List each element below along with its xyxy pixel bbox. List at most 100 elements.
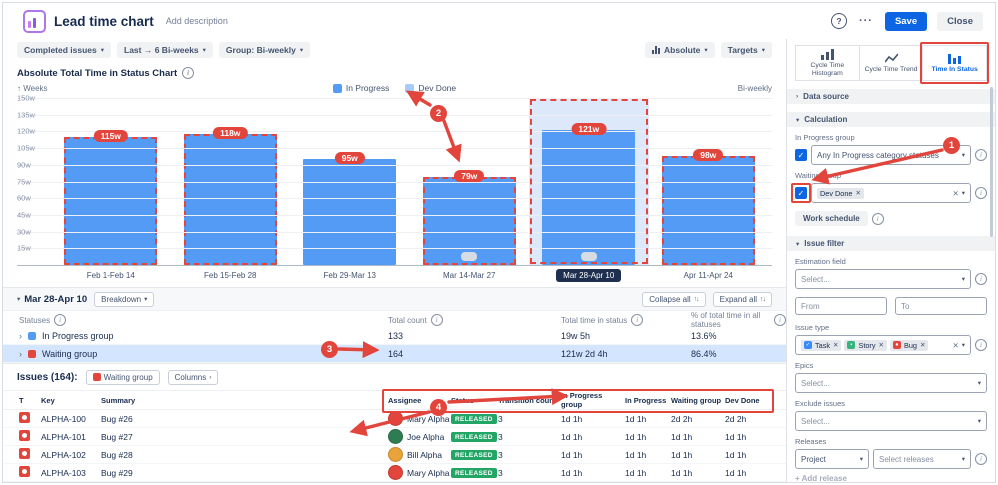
x-axis-category[interactable]: Feb 1-Feb 14 xyxy=(86,271,135,280)
issue-summary[interactable]: Bug #28 xyxy=(101,449,133,460)
remove-icon[interactable]: ✕ xyxy=(919,342,926,349)
add-description-link[interactable]: Add description xyxy=(165,16,228,26)
issue-key[interactable]: ALPHA-101 xyxy=(41,431,86,442)
save-button[interactable]: Save xyxy=(884,11,928,31)
in-progress-bar[interactable]: 79w xyxy=(422,170,516,265)
columns-button[interactable]: Columns › xyxy=(167,369,219,385)
issue-key[interactable]: ALPHA-102 xyxy=(41,449,86,460)
issues-column-header[interactable]: Status xyxy=(451,395,474,405)
chart-band[interactable]: 79w xyxy=(410,98,530,265)
issue-summary[interactable]: Bug #27 xyxy=(101,431,133,442)
issue-key[interactable]: ALPHA-100 xyxy=(41,413,86,424)
in-progress-bar[interactable]: 118w xyxy=(183,126,277,265)
x-axis-category[interactable]: Feb 15-Feb 28 xyxy=(204,271,257,280)
more-menu-button[interactable]: ··· xyxy=(858,15,873,27)
info-icon[interactable]: i xyxy=(631,314,644,326)
remove-icon[interactable]: ✕ xyxy=(833,342,839,349)
legend-item-in-progress[interactable]: In Progress xyxy=(332,83,389,93)
breakdown-mode-dropdown[interactable]: Breakdown ▾ xyxy=(94,291,155,307)
expand-chevron-icon[interactable]: › xyxy=(19,348,22,359)
issues-column-header[interactable]: Key xyxy=(41,395,55,405)
in-progress-bar[interactable]: 115w xyxy=(64,129,158,265)
section-data-source[interactable]: › Data source xyxy=(787,89,995,104)
group-dropdown[interactable]: Group: Bi-weekly ▾ xyxy=(218,42,311,58)
issue-row[interactable]: ALPHA-103 Bug #29 Mary Alpha RELEASED 3 … xyxy=(3,464,786,482)
x-axis-category[interactable]: Apr 11-Apr 24 xyxy=(683,271,733,280)
help-icon[interactable]: ? xyxy=(830,13,847,29)
issues-column-header[interactable]: Assignee xyxy=(388,395,422,405)
breakdown-row[interactable]: › Waiting group 164 121w 2d 4h 86.4% xyxy=(3,345,786,363)
tab-cycle-time-histogram[interactable]: Cycle Time Histogram xyxy=(795,45,860,81)
completed-issues-dropdown[interactable]: Completed issues ▾ xyxy=(17,42,112,58)
chart-band[interactable]: 115w xyxy=(51,98,171,265)
expand-all-button[interactable]: Expand all ↑↓ xyxy=(712,291,772,307)
epics-select[interactable]: Select... ▾ xyxy=(795,373,987,393)
in-progress-bar[interactable]: 98w xyxy=(661,148,755,265)
issue-summary[interactable]: Bug #26 xyxy=(101,413,133,424)
issues-filter-chip[interactable]: Waiting group xyxy=(85,369,160,385)
clear-icon[interactable]: ✕ xyxy=(952,340,959,350)
info-icon[interactable]: i xyxy=(975,149,987,161)
bug-chip[interactable]: ● Bug ✕ xyxy=(889,339,929,351)
collapse-chevron-icon[interactable]: ▾ xyxy=(17,296,21,303)
estimation-field-select[interactable]: Select... ▾ xyxy=(795,269,971,289)
info-icon[interactable]: i xyxy=(975,273,987,285)
work-schedule-button[interactable]: Work schedule xyxy=(795,211,868,226)
sidebar-scrollbar[interactable] xyxy=(990,87,993,237)
task-chip[interactable]: ✓ Task ✕ xyxy=(801,339,842,351)
collapse-all-button[interactable]: Collapse all ↑↓ xyxy=(642,291,706,307)
in-progress-bar[interactable]: 95w xyxy=(303,152,397,265)
releases-project-select[interactable]: Project ▾ xyxy=(795,449,869,469)
dev-done-chip[interactable]: Dev Done ✕ xyxy=(817,187,864,199)
targets-dropdown[interactable]: Targets ▾ xyxy=(720,42,772,58)
issues-column-header[interactable]: In Progress group xyxy=(561,391,603,409)
tab-time-in-status[interactable]: Time In Status xyxy=(920,42,990,84)
remove-icon[interactable]: ✕ xyxy=(878,342,884,349)
info-icon[interactable]: i xyxy=(975,339,987,351)
issue-type-select[interactable]: ✓ Task ✕ ▪ Story ✕ ● Bug ✕ ✕ ▾ xyxy=(795,335,971,355)
issues-column-header[interactable]: In Progress xyxy=(625,395,667,405)
releases-select[interactable]: Select releases ▾ xyxy=(873,449,971,469)
in-progress-group-select[interactable]: Any In Progress category statuses ▾ xyxy=(811,145,971,165)
story-chip[interactable]: ▪ Story ✕ xyxy=(844,339,887,351)
in-progress-bar[interactable]: 121w xyxy=(542,123,636,265)
info-icon[interactable]: i xyxy=(182,67,195,79)
exclude-issues-select[interactable]: Select... ▾ xyxy=(795,411,987,431)
waiting-group-select[interactable]: Dev Done ✕ ✕ ▾ xyxy=(811,183,971,203)
chart-band[interactable]: 95w xyxy=(290,98,410,265)
chart-band[interactable]: 118w xyxy=(171,98,291,265)
x-axis-category[interactable]: Mar 14-Mar 27 xyxy=(443,271,496,280)
estimation-from-input[interactable]: From xyxy=(795,297,887,315)
estimation-to-input[interactable]: To xyxy=(895,297,987,315)
issues-column-header[interactable]: Summary xyxy=(101,395,136,405)
tab-cycle-time-trend[interactable]: Cycle Time Trend xyxy=(858,45,924,81)
clear-icon[interactable]: ✕ xyxy=(952,188,959,198)
waiting-group-checkbox[interactable]: ✓ xyxy=(795,187,807,199)
issue-summary[interactable]: Bug #29 xyxy=(101,467,133,478)
in-progress-checkbox[interactable]: ✓ xyxy=(795,149,807,161)
absolute-mode-dropdown[interactable]: Absolute ▾ xyxy=(645,42,715,58)
section-issue-filter[interactable]: ▾ Issue filter xyxy=(787,236,995,251)
x-axis-category[interactable]: Mar 28-Apr 10 xyxy=(529,269,649,282)
expand-chevron-icon[interactable]: › xyxy=(19,330,22,341)
breakdown-row[interactable]: › In Progress group 133 19w 5h 13.6% xyxy=(3,327,786,345)
info-icon[interactable]: i xyxy=(430,314,443,326)
x-axis-category[interactable]: Feb 29-Mar 13 xyxy=(323,271,376,280)
info-icon[interactable]: i xyxy=(871,212,884,225)
issue-row[interactable]: ALPHA-100 Bug #26 Mary Alpha RELEASED 3 … xyxy=(3,410,786,428)
issues-column-header[interactable]: Waiting group xyxy=(671,395,722,405)
info-icon[interactable]: i xyxy=(54,314,67,326)
period-range-dropdown[interactable]: Last → 6 Bi-weeks ▾ xyxy=(117,42,213,58)
issues-column-header[interactable]: Transition count xyxy=(498,395,557,405)
issue-key[interactable]: ALPHA-103 xyxy=(41,467,86,478)
close-button[interactable]: Close xyxy=(937,11,983,31)
section-calculation[interactable]: ▾ Calculation xyxy=(787,112,995,127)
issue-row[interactable]: ALPHA-102 Bug #28 Bill Alpha RELEASED 3 … xyxy=(3,446,786,464)
legend-item-dev-done[interactable]: Dev Done xyxy=(405,83,456,93)
chart-band[interactable]: 98w xyxy=(649,98,769,265)
info-icon[interactable]: i xyxy=(975,187,987,199)
info-icon[interactable]: i xyxy=(975,453,987,465)
issues-column-header[interactable]: Dev Done xyxy=(725,395,760,405)
issues-column-header[interactable]: T xyxy=(19,395,24,405)
add-release-button[interactable]: + Add release xyxy=(795,474,847,483)
